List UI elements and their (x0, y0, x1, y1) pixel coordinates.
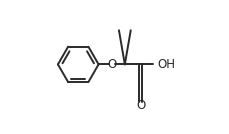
Text: O: O (107, 58, 116, 71)
Text: O: O (135, 99, 144, 112)
Text: OH: OH (156, 58, 174, 71)
